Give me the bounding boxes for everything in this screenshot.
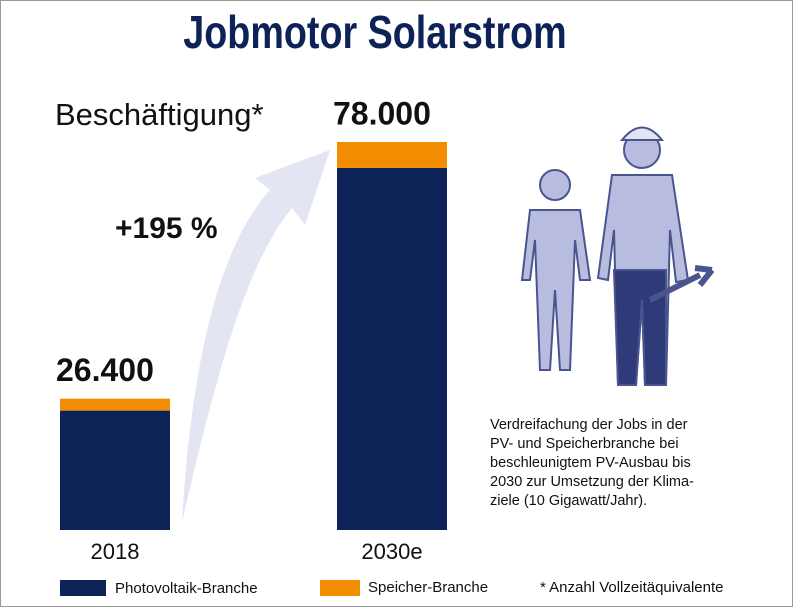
total-label: 26.400 <box>56 352 154 388</box>
legend-label: Photovoltaik-Branche <box>115 580 258 597</box>
chart-title: Jobmotor Solarstrom <box>183 7 566 58</box>
x-tick-label: 2030e <box>361 539 422 564</box>
note: 2030 zur Umsetzung der Klima- <box>490 474 694 490</box>
growth-arrow <box>182 150 330 522</box>
note: ziele (10 Gigawatt/Jahr). <box>490 493 647 509</box>
note: Verdreifachung der Jobs in der <box>490 417 688 433</box>
footnote: * Anzahl Vollzeitäquivalente <box>540 579 723 596</box>
note: PV- und Speicherbranche bei <box>490 436 679 452</box>
workers-illustration <box>520 126 715 386</box>
bar-segment <box>60 410 170 530</box>
x-tick-label: 2018 <box>91 539 140 564</box>
bar-segment <box>60 398 170 411</box>
bar-segment <box>337 167 447 530</box>
legend-swatch <box>320 580 360 596</box>
legend-label: Speicher-Branche <box>368 579 488 596</box>
annotation: +195 % <box>115 212 218 245</box>
legend-swatch <box>60 580 106 596</box>
bar-segment <box>337 142 447 168</box>
subtitle: Beschäftigung* <box>55 97 264 132</box>
note: beschleunigtem PV-Ausbau bis <box>490 455 691 471</box>
total-label: 78.000 <box>333 95 431 131</box>
